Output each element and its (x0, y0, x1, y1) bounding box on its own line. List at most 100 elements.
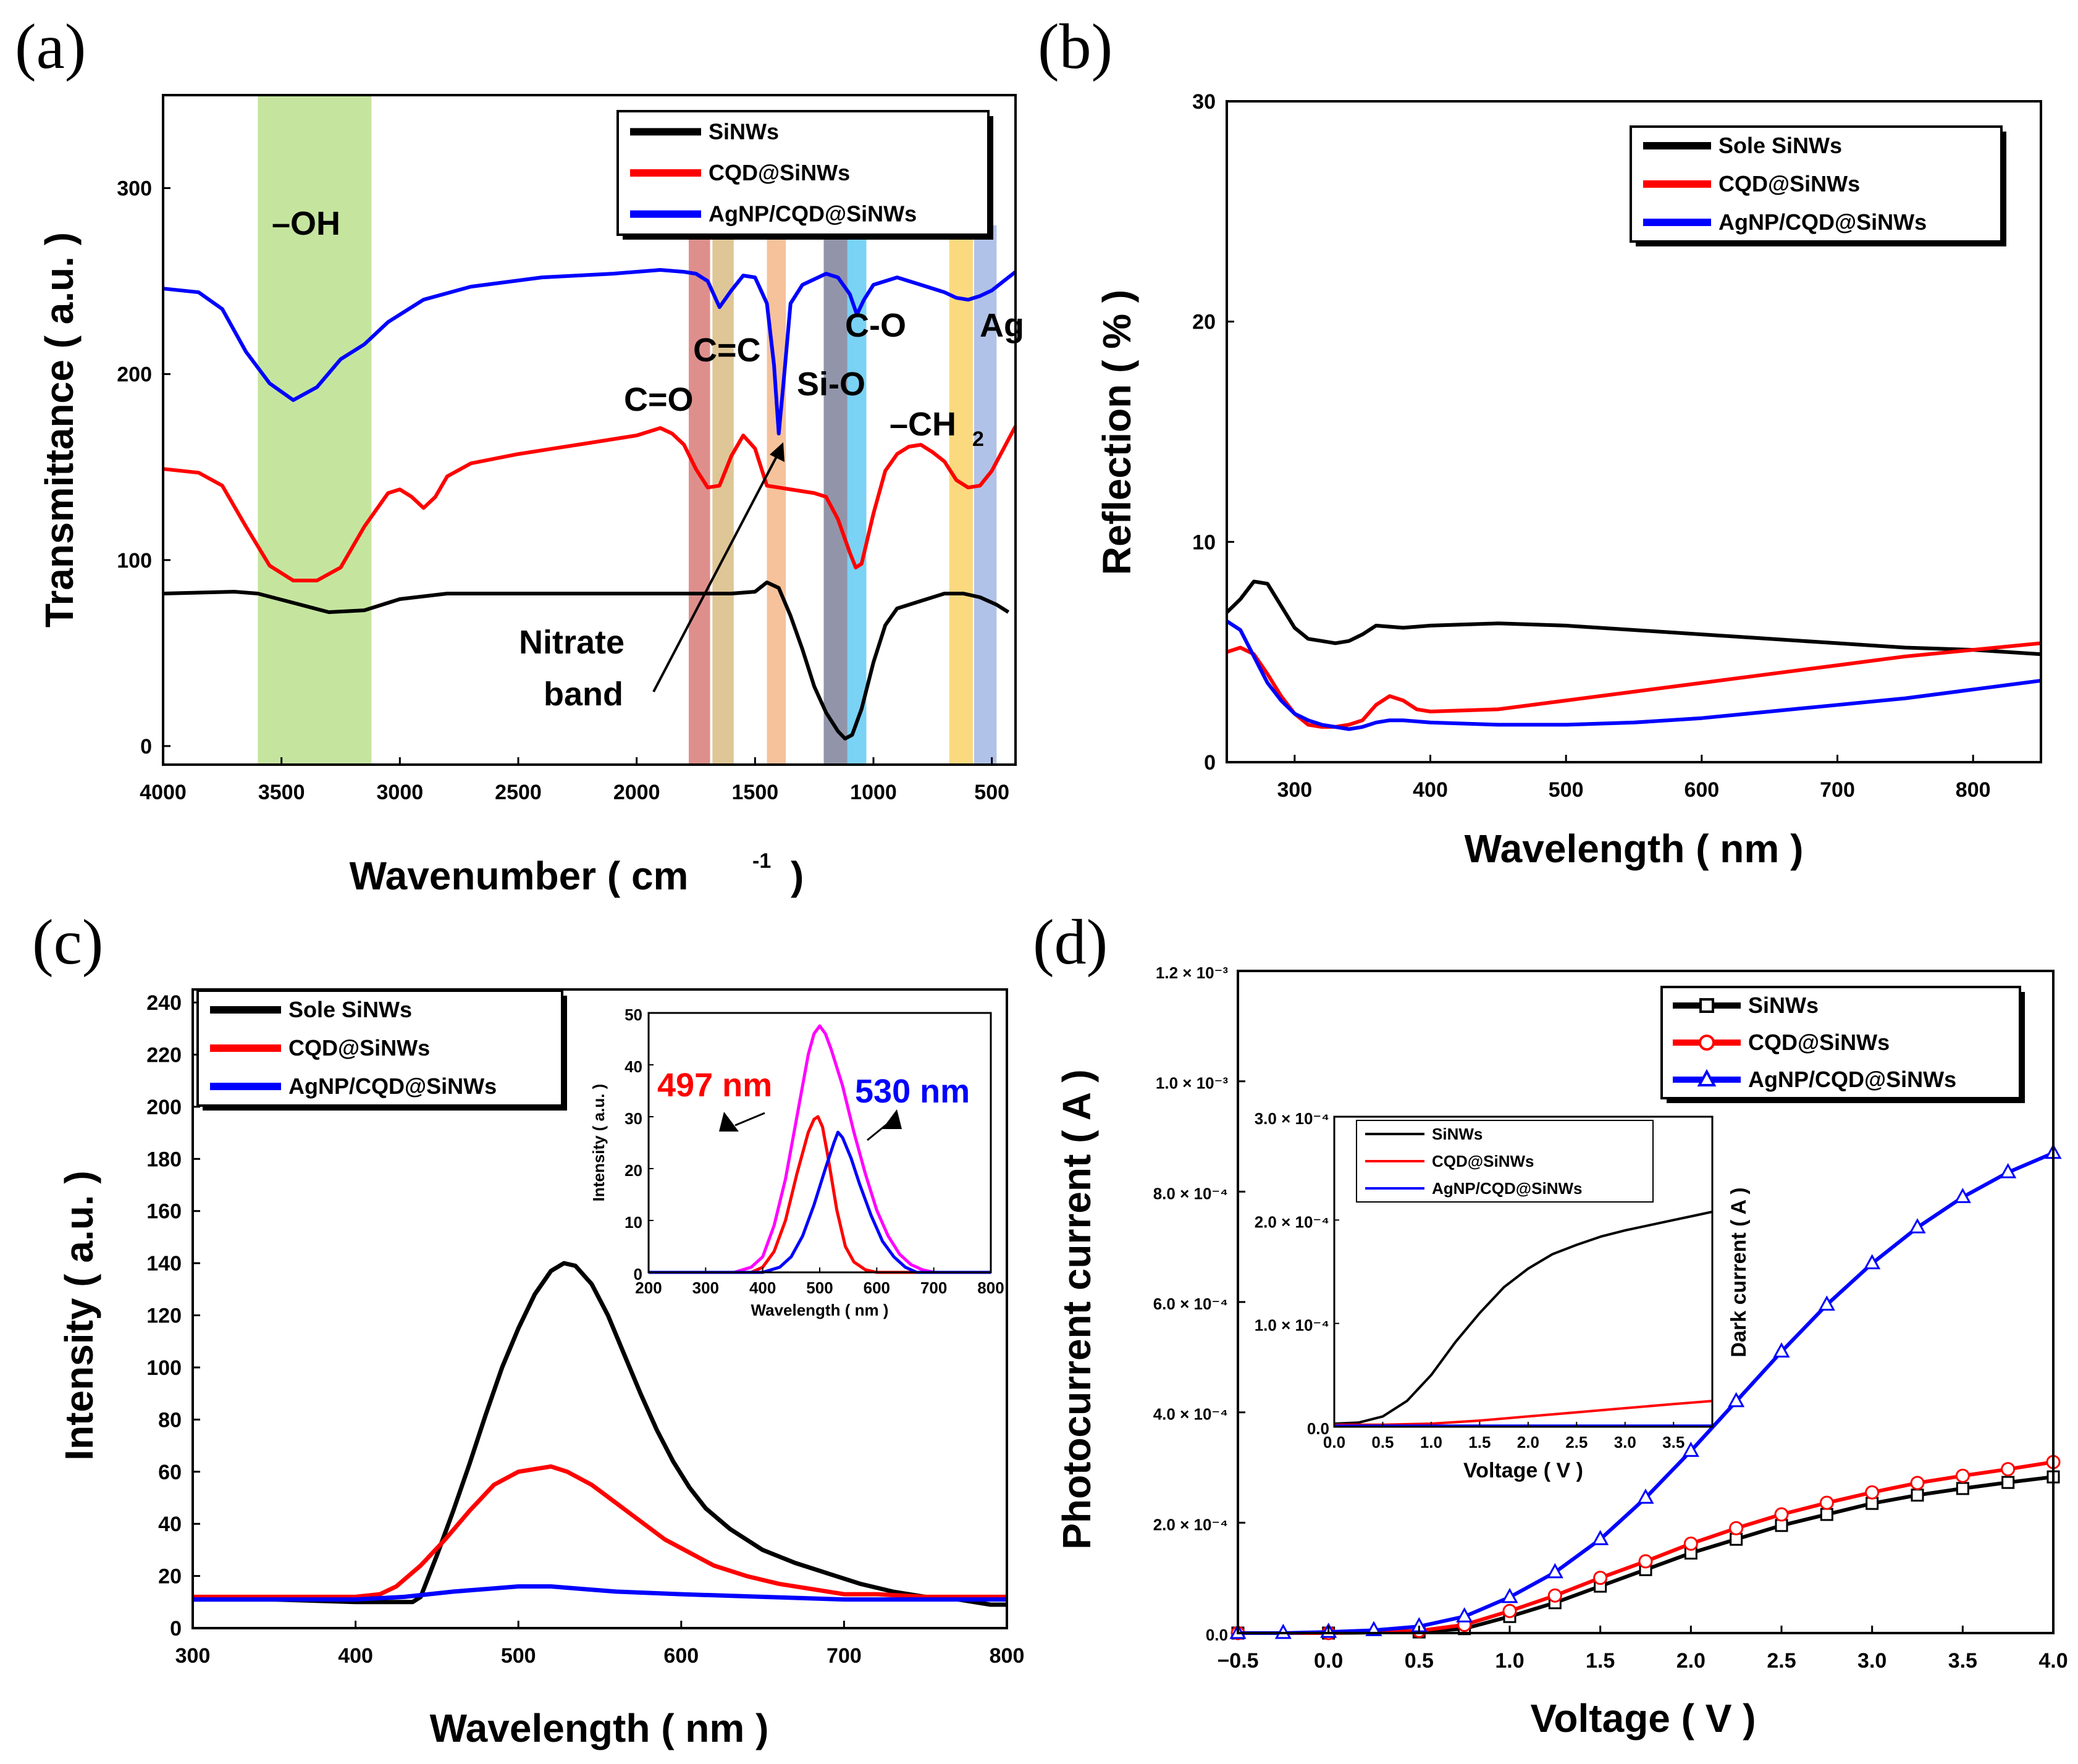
x-tick-label: 500 (806, 1279, 833, 1297)
marker-triangle (1909, 1218, 1926, 1233)
inset-x-axis-label: Wavelength ( nm ) (751, 1301, 889, 1319)
annotation-ch2: –CH (890, 406, 956, 443)
y-axis-label: Reflection ( % ) (1095, 290, 1139, 575)
legend-marker-circle (1699, 1035, 1715, 1051)
marker-square (1956, 1482, 1969, 1495)
chart-b: 300 400 500 600 700 800 0 10 20 30 Wavelength ( nm… (1095, 90, 2042, 871)
y-tick-label: 20 (1192, 311, 1216, 334)
annotation-si-o: Si-O (797, 366, 865, 403)
annotation-nitrate: Nitrate (519, 624, 625, 661)
y-tick-label: 3.0 × 10⁻⁴ (1255, 1109, 1329, 1128)
y-tick-label: 40 (158, 1513, 182, 1536)
series-line-cqd-sinws (1238, 1460, 2054, 1635)
inset-annotation-530nm: 530 nm (855, 1073, 970, 1110)
inset-series-line-sinws (1334, 1210, 1713, 1425)
y-tick-label: 180 (146, 1148, 182, 1171)
series-line-agnp-cqd-sinws (193, 1584, 1007, 1602)
inset-series-line-cqd-sinws (1334, 1400, 1713, 1426)
x-tick-label: 400 (749, 1279, 776, 1297)
band-ag (974, 225, 997, 765)
y-tick-label: 200 (146, 1096, 182, 1119)
y-tick-label: 30 (625, 1109, 642, 1128)
marker-circle (1593, 1571, 1608, 1586)
x-tick-label: 300 (692, 1279, 719, 1297)
band-cc (712, 225, 734, 765)
x-tick-label: 700 (1820, 778, 1855, 802)
legend-label: AgNP/CQD@SiNWs (288, 1073, 497, 1099)
x-tick-label: 2.5 (1565, 1433, 1588, 1451)
y-tick-label: 4.0 × 10⁻⁴ (1153, 1405, 1228, 1424)
series-line-agnp-cqd-sinws (162, 268, 1017, 435)
y-tick-label: 0 (170, 1617, 182, 1640)
legend-label: CQD@SiNWs (288, 1035, 430, 1060)
x-tick-label: 500 (974, 781, 1009, 804)
marker-circle (1955, 1468, 1970, 1483)
x-tick-label: 300 (175, 1644, 211, 1668)
x-tick-label: 500 (1549, 778, 1584, 802)
x-tick-label: −0.5 (1217, 1649, 1258, 1673)
y-tick-label: 160 (146, 1200, 182, 1224)
marker-circle (1774, 1507, 1789, 1522)
y-tick-label: 100 (117, 549, 152, 573)
x-tick-label: 2.5 (1767, 1649, 1796, 1673)
series-line-agnp-cqd-sinws (1226, 620, 2042, 731)
inset-series-line-530-nm (649, 1130, 991, 1274)
x-tick-label: 800 (990, 1644, 1025, 1668)
y-tick-label: 240 (146, 991, 182, 1015)
marker-triangle (1592, 1530, 1609, 1545)
y-tick-label: 30 (1192, 90, 1216, 114)
marker-square (1911, 1489, 1924, 1502)
series-line-cqd-sinws (162, 425, 1017, 582)
inset-y-axis-label: Intensity ( a.u. ) (589, 1084, 608, 1202)
y-tick-label: 40 (625, 1057, 642, 1076)
inset-annotation-497nm: 497 nm (657, 1067, 772, 1104)
x-tick-label: 700 (827, 1644, 862, 1668)
x-tick-label: 1000 (850, 781, 897, 804)
y-tick-label: 80 (158, 1408, 182, 1432)
marker-triangle (1501, 1587, 1518, 1603)
chart-c: 300 400 500 600 700 8000204060801001201401601… (57, 988, 1025, 1750)
inset-series-line-sum (649, 1024, 991, 1274)
y-tick-label: 6.0 × 10⁻⁴ (1153, 1295, 1228, 1313)
marker-circle (1729, 1521, 1744, 1535)
annotation-c-o-carbonyl: C=O (624, 381, 694, 418)
x-tick-label: 4000 (140, 781, 187, 804)
marker-circle (1819, 1495, 1834, 1510)
legend-label: AgNP/CQD@SiNWs (1748, 1067, 1956, 1092)
annotation-ag: Ag (980, 307, 1024, 344)
marker-triangle (1456, 1607, 1473, 1623)
x-tick-label: 3.0 (1614, 1433, 1636, 1451)
x-axis-label: Wavelength ( nm ) (430, 1706, 769, 1750)
y-tick-label: 0.0 (1206, 1626, 1228, 1644)
inset-arrow-497-head (719, 1112, 739, 1132)
x-tick-label: 2500 (495, 781, 542, 804)
marker-triangle (1773, 1342, 1790, 1358)
x-tick-label: 3.5 (1948, 1649, 1977, 1673)
y-tick-label: 1.0 × 10⁻³ (1156, 1074, 1228, 1093)
band-co (823, 225, 848, 765)
x-tick-label: 2.0 (1676, 1649, 1706, 1673)
y-tick-label: 0 (1204, 751, 1216, 775)
x-tick-label: 2.0 (1517, 1433, 1539, 1451)
x-tick-label: 400 (338, 1644, 373, 1668)
y-tick-label: 1.2 × 10⁻³ (1156, 964, 1228, 982)
inset-x-axis-label: Voltage ( V ) (1463, 1459, 1583, 1482)
annotation-c-c: C=C (693, 332, 761, 369)
y-tick-label: 140 (146, 1252, 182, 1275)
y-tick-label: 2.0 × 10⁻⁴ (1153, 1515, 1228, 1534)
y-tick-label: 2.0 × 10⁻⁴ (1255, 1212, 1329, 1231)
inset-y-axis-label: Dark current ( A ) (1727, 1187, 1751, 1357)
legend-label: SiNWs (1748, 993, 1819, 1018)
legend-label: Sole SiNWs (1718, 133, 1842, 158)
inset-frame-d (1333, 1115, 1714, 1428)
x-tick-label: 3500 (258, 781, 305, 804)
x-tick-label: 0.0 (1314, 1649, 1343, 1673)
inset-arrow-497-line (734, 1112, 765, 1127)
plot-frame-b (1226, 100, 2042, 763)
series-line-sole-sinws (1225, 579, 2042, 657)
series-line-sole-sinws (193, 1261, 1007, 1607)
plot-frame-a (162, 94, 1017, 766)
marker-square (1775, 1519, 1788, 1532)
nitrate-arrow-line (652, 450, 781, 692)
y-tick-label: 20 (158, 1565, 182, 1589)
